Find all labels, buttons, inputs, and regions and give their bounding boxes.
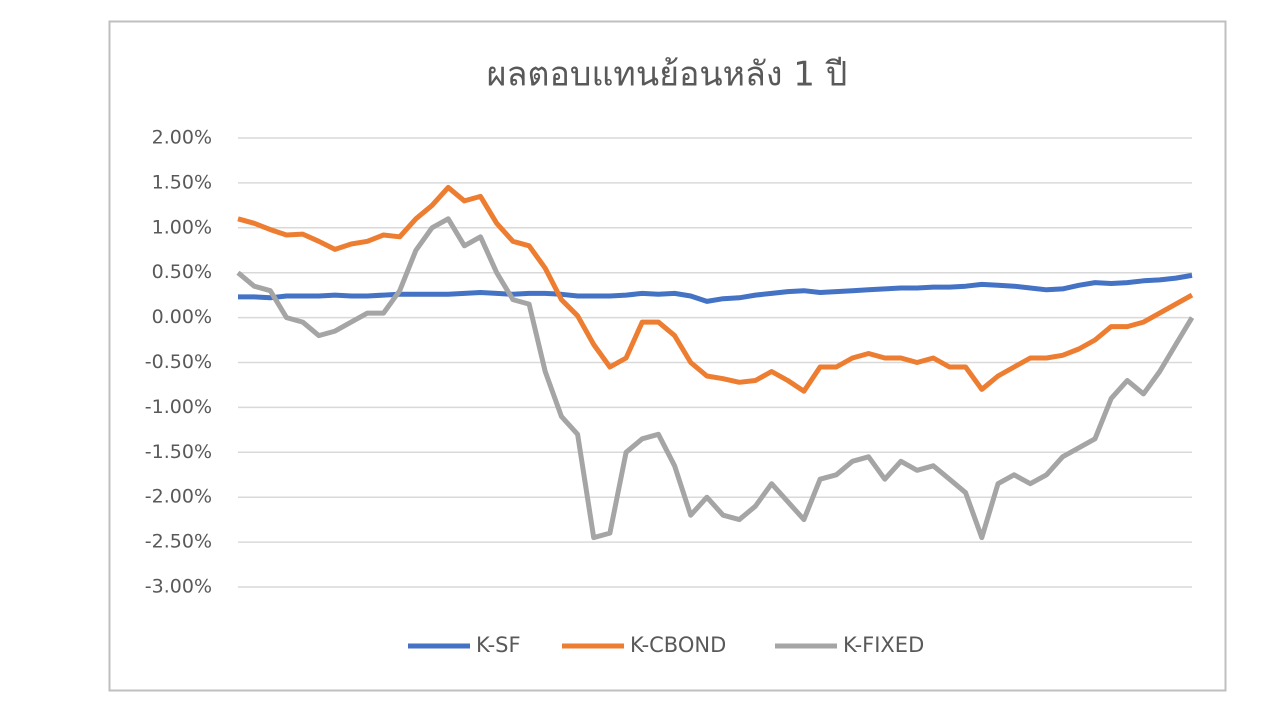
y-tick-label: 1.00%: [152, 216, 212, 238]
chart-title: ผลตอบแทนย้อนหลัง 1 ปี: [487, 55, 848, 95]
y-tick-label: -1.00%: [145, 396, 212, 418]
y-tick-label: -2.50%: [145, 531, 212, 553]
legend-label: K-FIXED: [843, 633, 924, 657]
series-line: [236, 216, 1195, 541]
series-line: [237, 184, 1194, 394]
y-tick-label: -2.00%: [145, 486, 212, 508]
legend-label: K-SF: [476, 633, 521, 657]
y-tick-label: -0.50%: [145, 351, 212, 373]
y-tick-label: 1.50%: [152, 171, 212, 193]
y-tick-label: 0.50%: [152, 261, 212, 283]
y-tick-label: -3.00%: [145, 576, 212, 598]
y-tick-label: 0.00%: [152, 306, 212, 328]
y-tick-label: 2.00%: [152, 127, 212, 149]
legend-label: K-CBOND: [630, 633, 726, 657]
y-tick-label: -1.50%: [145, 441, 212, 463]
